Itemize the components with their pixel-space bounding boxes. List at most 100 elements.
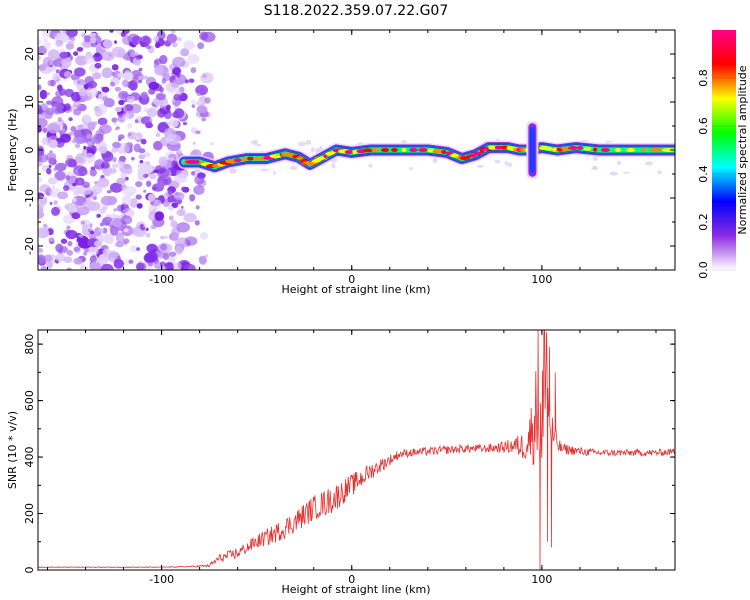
noise-blob bbox=[164, 262, 175, 270]
snr-frame bbox=[37, 329, 676, 571]
noise-blob bbox=[40, 265, 47, 270]
noise-blob bbox=[93, 196, 97, 201]
noise-blob bbox=[176, 73, 181, 78]
snr-x-axis-label: Height of straight line (km) bbox=[281, 583, 430, 596]
ridge-peak bbox=[418, 148, 428, 152]
ridge-peak bbox=[459, 156, 469, 160]
noise-blob bbox=[94, 62, 102, 69]
noise-blob bbox=[290, 165, 298, 171]
noise-blob bbox=[187, 54, 200, 64]
noise-blob bbox=[38, 108, 44, 115]
noise-blob bbox=[191, 104, 195, 108]
noise-blob bbox=[161, 78, 167, 84]
spectrogram-y-tick-label: 0 bbox=[23, 147, 36, 154]
noise-blob bbox=[160, 243, 168, 251]
noise-blob bbox=[39, 184, 51, 193]
noise-blob bbox=[134, 119, 139, 124]
noise-blob bbox=[135, 194, 142, 200]
noise-blob bbox=[83, 247, 89, 253]
noise-blob bbox=[174, 108, 185, 119]
ridge-peak bbox=[466, 154, 471, 159]
noise-blob bbox=[137, 170, 146, 181]
noise-blob bbox=[192, 141, 196, 145]
noise-blob bbox=[113, 122, 117, 126]
noise-blob bbox=[155, 132, 160, 137]
noise-blob bbox=[47, 177, 58, 185]
noise-blob bbox=[195, 100, 202, 106]
noise-blob bbox=[195, 84, 209, 96]
ridge-peak bbox=[241, 157, 247, 162]
noise-blob bbox=[153, 140, 163, 151]
noise-blob bbox=[63, 185, 70, 192]
noise-blob bbox=[153, 199, 162, 210]
noise-blob bbox=[109, 182, 123, 193]
spike-inner bbox=[529, 127, 535, 173]
noise-blob bbox=[111, 71, 115, 76]
ridge-peak bbox=[194, 160, 200, 164]
ridge-peak bbox=[352, 150, 358, 154]
noise-blob bbox=[80, 220, 86, 225]
noise-blob bbox=[117, 73, 124, 78]
noise-blob bbox=[162, 252, 169, 260]
ridge-peak bbox=[233, 158, 242, 163]
noise-blob bbox=[78, 234, 84, 238]
noise-blob bbox=[138, 154, 146, 160]
noise-blob bbox=[183, 263, 196, 270]
noise-blob bbox=[172, 262, 182, 270]
noise-blob bbox=[176, 222, 190, 233]
noise-blob bbox=[127, 122, 133, 129]
noise-blob bbox=[42, 127, 48, 133]
noise-blob bbox=[101, 51, 115, 62]
noise-blob bbox=[494, 159, 501, 164]
noise-blob bbox=[368, 163, 373, 168]
noise-blob bbox=[86, 141, 93, 147]
noise-blob bbox=[90, 166, 96, 171]
noise-blob bbox=[113, 208, 117, 212]
noise-blob bbox=[42, 223, 48, 228]
noise-blob bbox=[181, 205, 184, 209]
noise-blob bbox=[168, 215, 174, 221]
noise-blob bbox=[131, 35, 142, 45]
noise-blob bbox=[118, 90, 129, 100]
noise-blob bbox=[111, 64, 119, 71]
noise-blob bbox=[144, 251, 158, 263]
noise-blob bbox=[196, 92, 201, 97]
noise-blob bbox=[54, 162, 67, 172]
noise-blob bbox=[153, 35, 160, 43]
ridge-peak bbox=[546, 146, 553, 151]
noise-blob bbox=[38, 55, 41, 61]
snr-y-tick-label: 0 bbox=[23, 567, 36, 574]
spectrogram-y-axis-label: Frequency (Hz) bbox=[6, 109, 19, 192]
noise-blob bbox=[64, 133, 71, 139]
noise-blob bbox=[94, 107, 103, 117]
noise-blob bbox=[167, 189, 173, 196]
noise-blob bbox=[40, 196, 48, 205]
noise-blob bbox=[152, 186, 157, 191]
noise-blob bbox=[199, 31, 209, 41]
noise-blob bbox=[166, 33, 178, 44]
noise-blob bbox=[145, 265, 153, 270]
noise-blob bbox=[87, 80, 98, 89]
noise-blob bbox=[122, 185, 137, 196]
noise-blob bbox=[111, 117, 118, 123]
noise-blob bbox=[73, 100, 81, 108]
noise-blob bbox=[253, 140, 258, 146]
noise-blob bbox=[171, 203, 176, 208]
noise-blob bbox=[38, 39, 42, 45]
ridge-peak bbox=[371, 148, 380, 152]
noise-blob bbox=[114, 86, 122, 92]
noise-blob bbox=[66, 30, 78, 38]
ridge-peak bbox=[269, 154, 282, 159]
noise-blob bbox=[112, 157, 117, 163]
noise-blob bbox=[86, 246, 99, 256]
noise-blob bbox=[75, 55, 88, 66]
noise-blob bbox=[173, 192, 185, 201]
noise-blob bbox=[68, 117, 73, 121]
noise-blob bbox=[168, 205, 174, 211]
noise-blob bbox=[126, 207, 131, 211]
ridge-peak bbox=[593, 147, 598, 152]
noise-blob bbox=[122, 112, 130, 121]
noise-blob bbox=[189, 194, 196, 202]
noise-blob bbox=[82, 223, 89, 229]
